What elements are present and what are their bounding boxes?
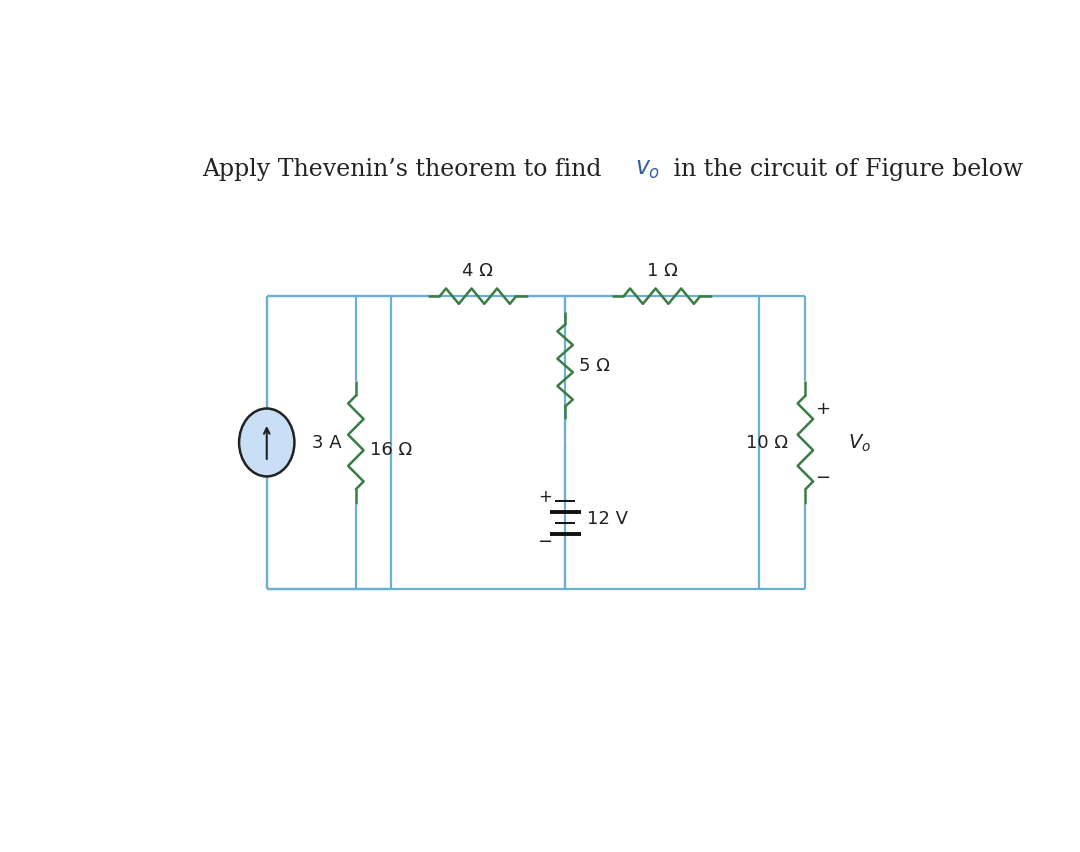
Text: −: − (538, 532, 553, 550)
Text: 12 V: 12 V (586, 509, 627, 527)
Text: −: − (814, 469, 829, 486)
Text: 1 Ω: 1 Ω (647, 262, 677, 280)
Text: 5 Ω: 5 Ω (579, 357, 610, 375)
Text: Apply Thevenin’s theorem to find: Apply Thevenin’s theorem to find (202, 158, 609, 181)
Text: 3 A: 3 A (312, 434, 341, 452)
Text: $V_o$: $V_o$ (848, 432, 872, 453)
Text: in the circuit of Figure below: in the circuit of Figure below (666, 158, 1024, 181)
Text: $v_o$: $v_o$ (635, 158, 660, 181)
Text: +: + (814, 400, 829, 417)
Text: 16 Ω: 16 Ω (369, 440, 411, 458)
Text: 4 Ω: 4 Ω (462, 262, 494, 280)
Ellipse shape (239, 409, 295, 477)
Text: +: + (538, 487, 552, 505)
Text: 10 Ω: 10 Ω (746, 434, 788, 452)
